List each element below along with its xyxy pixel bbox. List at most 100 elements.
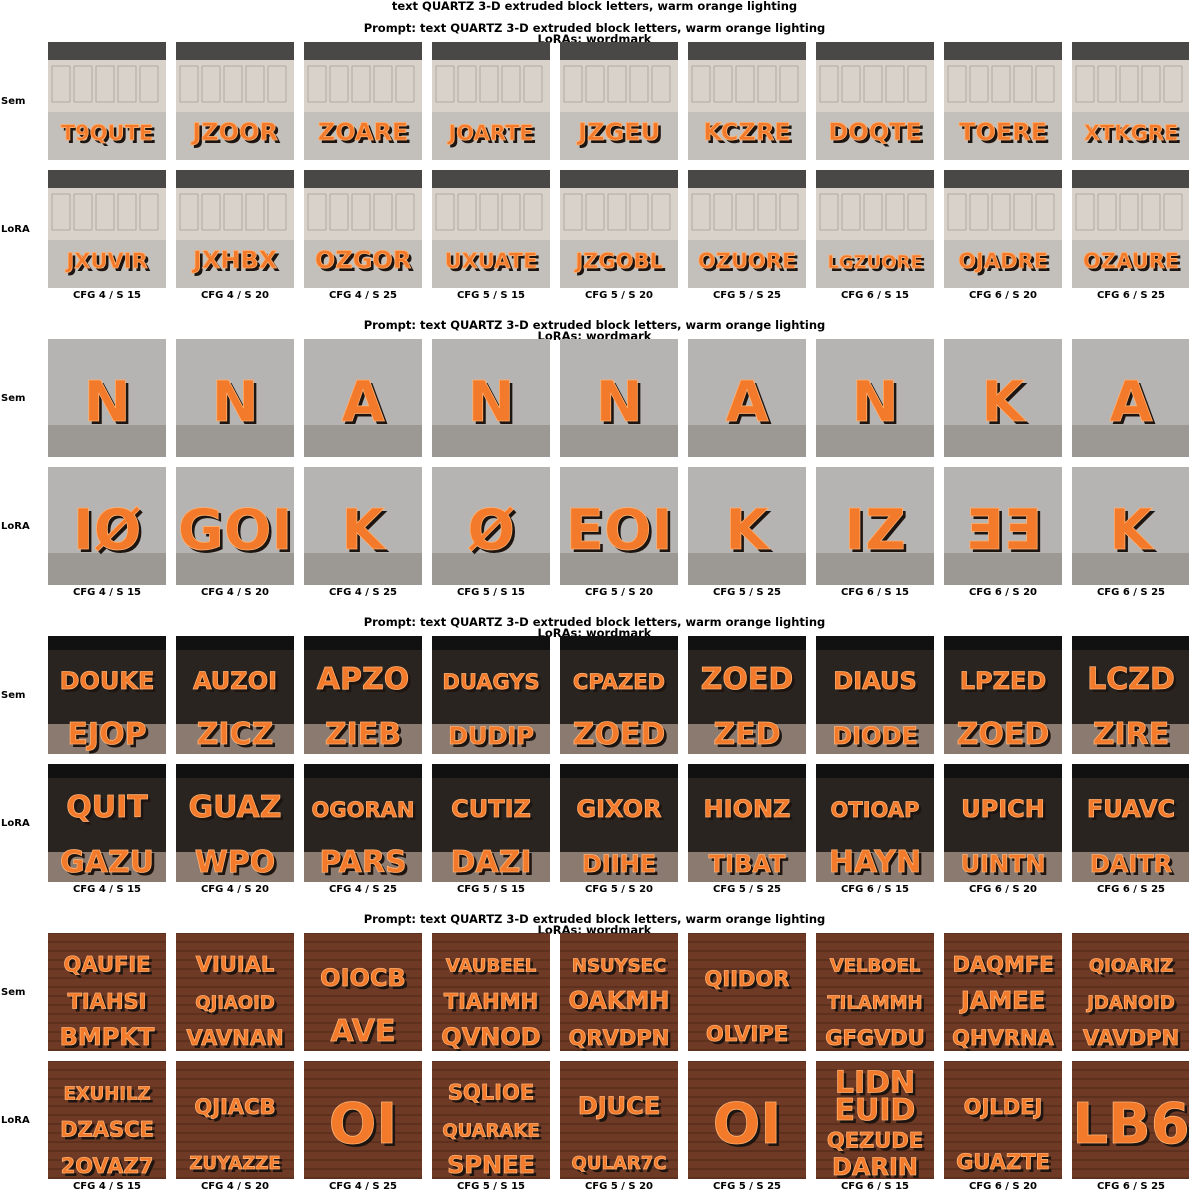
thumbnail-lora: CUTIZ CUTIZ DAZI DAZI: [432, 764, 550, 882]
thumbnail-sem: APZO APZO ZIEB ZIEB: [304, 636, 422, 754]
svg-text:FUAVC: FUAVC: [1087, 795, 1175, 823]
svg-text:DJUCE: DJUCE: [578, 1092, 660, 1120]
column-label: CFG 5 / S 15: [456, 587, 526, 598]
column-label: CFG 6 / S 25: [1096, 587, 1166, 598]
thumbnail-lora: OJLDEJ OJLDEJ GUAZTE GUAZTE: [944, 1061, 1062, 1179]
svg-text:LGZUORE: LGZUORE: [830, 255, 925, 276]
svg-text:TIAHSI: TIAHSI: [71, 992, 150, 1016]
svg-text:OZGOR: OZGOR: [318, 249, 414, 277]
thumbnail-sem: LPZED LPZED ZOED ZOED: [944, 636, 1062, 754]
svg-text:QJIACB: QJIACB: [197, 1098, 278, 1122]
generated-image: KK: [1072, 467, 1189, 585]
svg-text:2OVAZ7: 2OVAZ7: [64, 1157, 157, 1179]
thumbnail-lora: IØ IØ: [48, 467, 166, 585]
svg-text:OAKMH: OAKMH: [569, 986, 670, 1014]
svg-text:VAVNAN: VAVNAN: [186, 1026, 283, 1050]
column-label: CFG 6 / S 20: [968, 587, 1038, 598]
svg-text:ZOED: ZOED: [701, 662, 794, 697]
column-label: CFG 5 / S 25: [712, 884, 782, 895]
svg-text:DZASCE: DZASCE: [63, 1120, 157, 1144]
generated-image: ØØ: [432, 467, 550, 585]
svg-text:APZO: APZO: [320, 665, 412, 700]
svg-text:DJUCE: DJUCE: [581, 1095, 663, 1123]
column-label: CFG 4 / S 15: [72, 884, 142, 895]
thumbnail-lora: SQLIOE SQLIOE QUARAKE QUARAKE SPNEE SPNEE: [432, 1061, 550, 1179]
column-label: CFG 5 / S 20: [584, 290, 654, 301]
svg-text:QUARAKE: QUARAKE: [442, 1120, 539, 1141]
svg-text:CPAZED: CPAZED: [576, 673, 668, 697]
svg-text:EUID: EUID: [838, 1096, 919, 1131]
svg-text:DOQTE: DOQTE: [828, 118, 922, 146]
row-label-lora: LoRA: [1, 224, 30, 235]
panel-prompt: Prompt: text QUARTZ 3-D extruded block l…: [363, 21, 826, 35]
thumbnail-lora: OI OI: [688, 1061, 806, 1179]
column-label: CFG 4 / S 25: [328, 587, 398, 598]
svg-text:QIOARIZ: QIOARIZ: [1089, 956, 1173, 977]
svg-text:TIAHMH: TIAHMH: [447, 992, 541, 1016]
svg-text:VIUIAL: VIUIAL: [196, 953, 275, 977]
svg-text:JAMEE: JAMEE: [962, 989, 1048, 1017]
svg-text:JXUVIR: JXUVIR: [64, 249, 147, 273]
svg-text:N: N: [852, 370, 899, 435]
thumbnail-sem: QIOARIZ QIOARIZ JDANOID JDANOID VAVDPN VAVDPN: [1072, 933, 1189, 1051]
svg-text:IZ: IZ: [844, 498, 905, 563]
panel: Prompt: text QUARTZ 3-D extruded block l…: [0, 0, 1189, 301]
svg-text:TIBAT: TIBAT: [712, 853, 789, 881]
svg-text:KCZRE: KCZRE: [703, 118, 790, 146]
svg-text:ZUYAZZE: ZUYAZZE: [189, 1153, 280, 1174]
svg-text:OJLDEJ: OJLDEJ: [967, 1098, 1046, 1122]
svg-text:VELBOEL: VELBOEL: [833, 959, 923, 980]
figure-title: text QUARTZ 3-D extruded block letters, …: [391, 0, 798, 13]
thumbnail-lora: QUIT QUIT GAZU GAZU: [48, 764, 166, 882]
row-label-lora: LoRA: [1, 818, 30, 829]
svg-text:2OVAZ7: 2OVAZ7: [61, 1154, 154, 1178]
svg-text:XTKGRE: XTKGRE: [1087, 124, 1182, 148]
svg-text:ZIEB: ZIEB: [328, 720, 404, 754]
svg-text:N: N: [215, 373, 262, 438]
svg-text:QULAR7C: QULAR7C: [572, 1153, 667, 1174]
thumbnail-sem: NSUYSEC NSUYSEC OAKMH OAKMH QRVDPN QRVDPN: [560, 933, 678, 1051]
svg-text:QHVRNA: QHVRNA: [952, 1026, 1054, 1050]
svg-text:AUZOI: AUZOI: [196, 670, 280, 698]
generated-image: NN: [560, 339, 678, 457]
svg-text:OTIOAP: OTIOAP: [834, 801, 923, 825]
svg-text:OJADRE: OJADRE: [958, 249, 1048, 273]
svg-text:JOARTE: JOARTE: [449, 124, 536, 148]
svg-text:DIAUS: DIAUS: [833, 667, 916, 695]
thumbnail-sem: ZOED ZOED ZED ZED: [688, 636, 806, 754]
column-label: CFG 5 / S 20: [584, 884, 654, 895]
svg-text:DARIN: DARIN: [835, 1156, 921, 1179]
svg-text:OJLDEJ: OJLDEJ: [964, 1095, 1043, 1119]
svg-text:APZO: APZO: [317, 662, 409, 697]
thumbnail-sem: JOARTE JOARTE: [432, 42, 550, 160]
svg-text:DUAGYS: DUAGYS: [445, 673, 542, 697]
svg-text:GUAZ: GUAZ: [191, 793, 284, 828]
svg-text:DOQTE: DOQTE: [831, 121, 925, 149]
column-label: CFG 5 / S 15: [456, 1181, 526, 1192]
svg-text:GUAZTE: GUAZTE: [959, 1153, 1053, 1177]
svg-text:JZGEU: JZGEU: [576, 118, 660, 146]
svg-text:QRVDPN: QRVDPN: [569, 1026, 670, 1050]
thumbnail-sem: VELBOEL VELBOEL TILAMMH TILAMMH GFGVDU GFGVDU: [816, 933, 934, 1051]
svg-text:K: K: [1109, 498, 1155, 563]
svg-text:QJIAOID: QJIAOID: [198, 995, 278, 1016]
svg-text:N: N: [87, 373, 134, 438]
svg-text:GAZU: GAZU: [63, 848, 157, 882]
generated-image: NN: [432, 339, 550, 457]
svg-text:WPO: WPO: [198, 848, 279, 882]
column-label: CFG 6 / S 20: [968, 1181, 1038, 1192]
svg-text:DIODE: DIODE: [832, 722, 918, 750]
